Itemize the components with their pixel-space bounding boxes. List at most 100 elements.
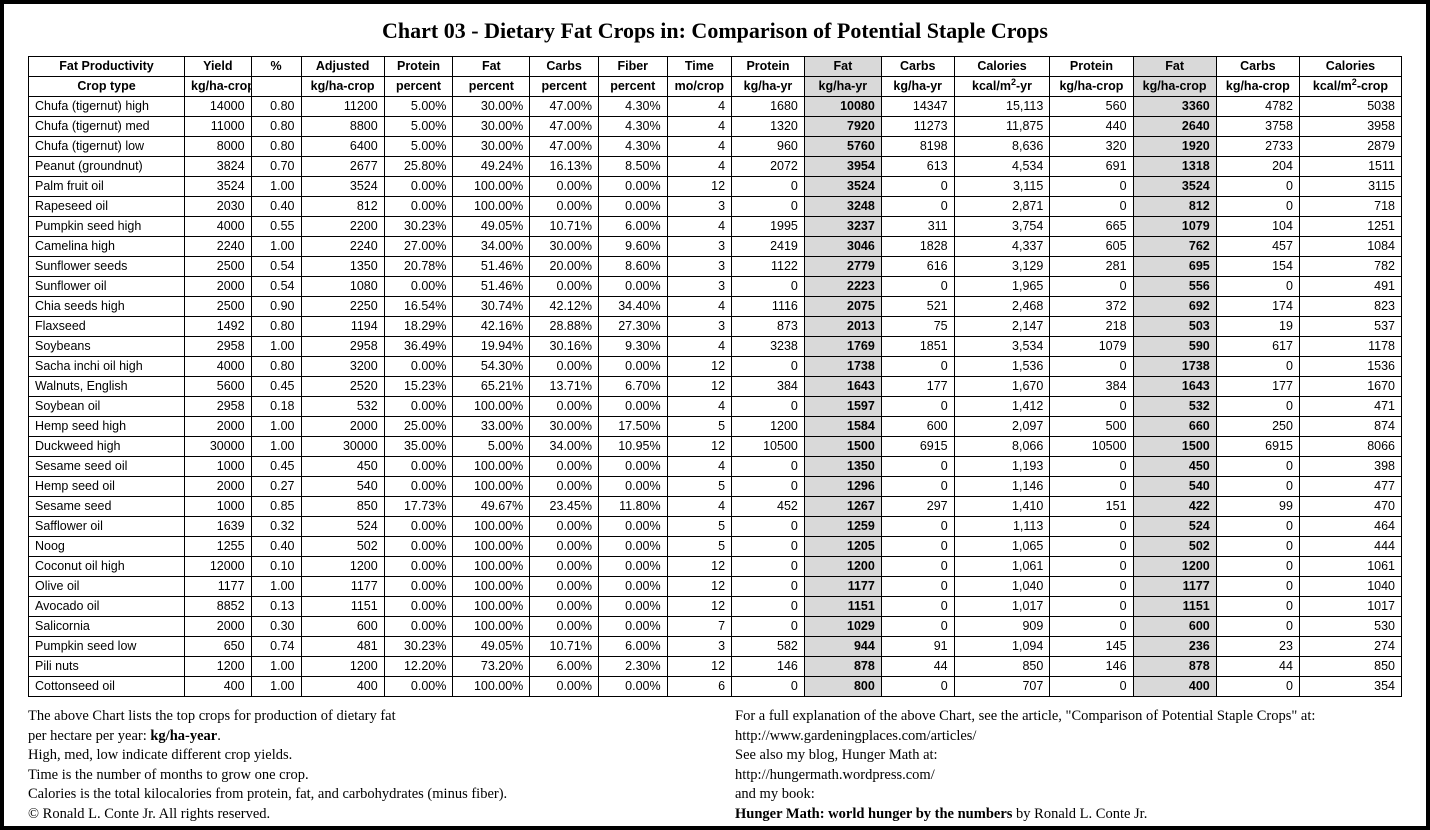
cell: 0.00% [530, 357, 599, 377]
cell: 47.00% [530, 137, 599, 157]
cell: 3758 [1216, 117, 1299, 137]
cell: 1079 [1050, 337, 1133, 357]
cell: 1,670 [954, 377, 1050, 397]
cell: 1.00 [251, 577, 301, 597]
cell: 27.30% [598, 317, 667, 337]
cell: 2000 [185, 417, 252, 437]
cell: 0.40 [251, 537, 301, 557]
col-header: Carbs [881, 57, 954, 77]
cell: 0.00% [598, 677, 667, 697]
cell: 1995 [732, 217, 805, 237]
cell: 8066 [1299, 437, 1401, 457]
cell: 692 [1133, 297, 1216, 317]
footer-line: Calories is the total kilocalories from … [28, 785, 695, 805]
col-header: Protein [1050, 57, 1133, 77]
cell: 0.30 [251, 617, 301, 637]
cell: 6915 [1216, 437, 1299, 457]
cell: 5 [667, 517, 731, 537]
cell: 0.00% [598, 177, 667, 197]
cell: 8.60% [598, 257, 667, 277]
cell: 1205 [804, 537, 881, 557]
cell: 1,146 [954, 477, 1050, 497]
crop-name: Olive oil [29, 577, 185, 597]
cell: 3200 [301, 357, 384, 377]
cell: 1,040 [954, 577, 1050, 597]
cell: 0.00% [384, 357, 453, 377]
cell: 30.23% [384, 217, 453, 237]
cell: 1200 [732, 417, 805, 437]
cell: 3958 [1299, 117, 1401, 137]
cell: 0 [881, 277, 954, 297]
cell: 0 [1050, 537, 1133, 557]
cell: 613 [881, 157, 954, 177]
cell: 154 [1216, 257, 1299, 277]
col-unit: kg/ha-crop [301, 77, 384, 97]
cell: 850 [1299, 657, 1401, 677]
cell: 47.00% [530, 117, 599, 137]
cell: 0 [1216, 357, 1299, 377]
cell: 1200 [301, 657, 384, 677]
cell: 0.54 [251, 277, 301, 297]
cell: 4 [667, 297, 731, 317]
cell: 605 [1050, 237, 1133, 257]
table-row: Chufa (tigernut) low80000.8064005.00%30.… [29, 137, 1402, 157]
cell: 4,534 [954, 157, 1050, 177]
cell: 2733 [1216, 137, 1299, 157]
col-header: Fat [1133, 57, 1216, 77]
cell: 2030 [185, 197, 252, 217]
crop-name: Safflower oil [29, 517, 185, 537]
cell: 3238 [732, 337, 805, 357]
cell: 2958 [185, 397, 252, 417]
cell: 1177 [1133, 577, 1216, 597]
cell: 0.00% [530, 597, 599, 617]
cell: 0.00% [598, 537, 667, 557]
cell: 100.00% [453, 457, 530, 477]
col-header: Carbs [530, 57, 599, 77]
cell: 0 [732, 477, 805, 497]
crop-name: Sesame seed [29, 497, 185, 517]
cell: 0.00% [530, 617, 599, 637]
cell: 12 [667, 357, 731, 377]
cell: 8,066 [954, 437, 1050, 457]
cell: 0.80 [251, 137, 301, 157]
cell: 2958 [301, 337, 384, 357]
cell: 1200 [301, 557, 384, 577]
cell: 30.23% [384, 637, 453, 657]
cell: 10500 [732, 437, 805, 457]
col-unit: kg/ha-yr [804, 77, 881, 97]
cell: 0.00% [598, 617, 667, 637]
cell: 4 [667, 157, 731, 177]
table-row: Sesame seed10000.8585017.73%49.67%23.45%… [29, 497, 1402, 517]
col-header: Fiber [598, 57, 667, 77]
crop-name: Pumpkin seed low [29, 637, 185, 657]
cell: 491 [1299, 277, 1401, 297]
cell: 0.00% [530, 537, 599, 557]
cell: 12 [667, 557, 731, 577]
cell: 6 [667, 677, 731, 697]
crop-name: Pumpkin seed high [29, 217, 185, 237]
cell: 354 [1299, 677, 1401, 697]
cell: 0.45 [251, 377, 301, 397]
cell: 4 [667, 217, 731, 237]
cell: 10500 [1050, 437, 1133, 457]
cell: 25.00% [384, 417, 453, 437]
cell: 2.30% [598, 657, 667, 677]
cell: 1500 [1133, 437, 1216, 457]
cell: 477 [1299, 477, 1401, 497]
cell: 0 [732, 617, 805, 637]
cell: 0.00% [530, 677, 599, 697]
cell: 91 [881, 637, 954, 657]
cell: 0.00% [530, 517, 599, 537]
crop-name: Salicornia [29, 617, 185, 637]
cell: 2879 [1299, 137, 1401, 157]
cell: 464 [1299, 517, 1401, 537]
cell: 99 [1216, 497, 1299, 517]
cell: 11.80% [598, 497, 667, 517]
cell: 616 [881, 257, 954, 277]
cell: 0.00% [598, 197, 667, 217]
crop-name: Rapeseed oil [29, 197, 185, 217]
cell: 1350 [301, 257, 384, 277]
cell: 1597 [804, 397, 881, 417]
col-header: Carbs [1216, 57, 1299, 77]
cell: 4000 [185, 357, 252, 377]
